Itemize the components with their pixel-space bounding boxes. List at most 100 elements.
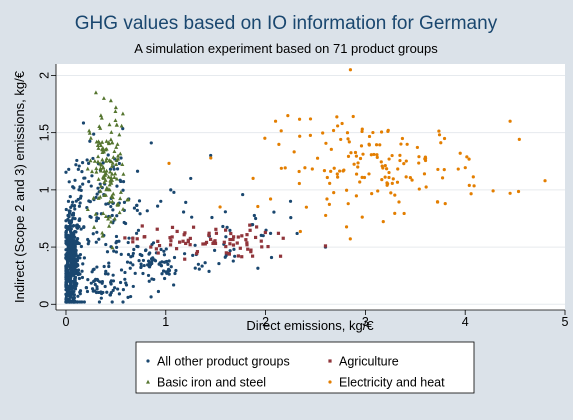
data-point [117,132,122,137]
data-point [182,252,187,256]
data-point [108,167,113,171]
data-point [102,264,106,269]
grid-lines [56,74,565,305]
data-point [118,196,123,201]
data-point [236,235,240,239]
data-point [106,153,110,157]
data-point [76,270,80,275]
data-point [118,190,123,194]
data-point [66,244,70,248]
data-point [89,281,93,285]
data-point [112,149,117,154]
data-point [95,159,100,164]
data-point [235,241,239,245]
data-point [74,260,78,264]
data-point [133,271,137,275]
data-point [393,193,397,197]
data-point [359,144,364,148]
data-point [254,216,258,221]
data-point [67,220,71,225]
data-point [78,185,82,189]
data-point [370,192,374,196]
data-point [114,234,119,239]
data-point [67,236,71,240]
data-point [68,267,72,271]
data-point [99,115,104,120]
data-point [110,178,115,182]
data-point [71,224,75,228]
data-point [70,287,74,291]
data-point [141,258,146,263]
legend-marker [328,359,332,363]
data-point [95,287,99,291]
data-point [167,267,171,271]
data-point [232,247,236,251]
data-point [387,170,391,175]
data-point [339,137,343,142]
data-point [139,262,143,266]
data-point [129,294,133,299]
data-point [162,253,167,257]
data-point [117,161,121,166]
data-point [440,176,445,180]
data-point [64,285,68,289]
data-point [145,209,149,213]
data-point [346,137,350,141]
legend-label: Agriculture [339,355,399,369]
data-point [66,249,71,253]
data-point [344,225,349,229]
data-point [72,204,77,208]
legend-label: Electricity and heat [339,376,445,390]
data-point [131,254,135,258]
data-point [119,268,124,272]
data-point [168,243,173,247]
data-point [231,243,236,247]
data-point [149,245,153,249]
series-1 [123,223,328,261]
data-point [119,252,123,256]
data-point [72,289,76,294]
data-point [92,267,96,271]
legend-marker [146,359,150,363]
data-point [103,284,107,289]
data-point [65,262,70,266]
data-point [379,160,383,164]
data-point [80,161,85,165]
data-point [356,161,360,165]
data-point [73,287,78,291]
data-point [228,228,232,232]
data-point [120,162,125,167]
data-point [110,245,115,250]
data-point [96,177,101,181]
data-point [88,200,92,204]
data-point [135,237,139,241]
data-point [347,140,351,144]
data-point [107,187,112,192]
data-point [118,280,123,285]
data-point [140,224,144,228]
data-point [358,156,363,161]
data-point [123,236,127,240]
data-point [102,180,107,184]
data-point [329,147,333,151]
data-point [71,251,75,255]
data-point [159,247,163,252]
data-point [86,278,90,282]
data-point [67,180,71,184]
data-point [87,128,92,133]
data-point [154,247,158,251]
data-point [94,139,99,144]
data-point [336,124,340,128]
data-point [324,141,328,145]
data-point [113,171,118,176]
data-point [397,200,401,204]
data-point [78,289,83,293]
legend-label: All other product groups [157,355,290,369]
data-point [437,129,441,133]
data-point [95,265,99,269]
data-point [131,284,135,289]
data-point [372,152,376,157]
data-point [114,145,119,149]
data-point [193,243,197,247]
